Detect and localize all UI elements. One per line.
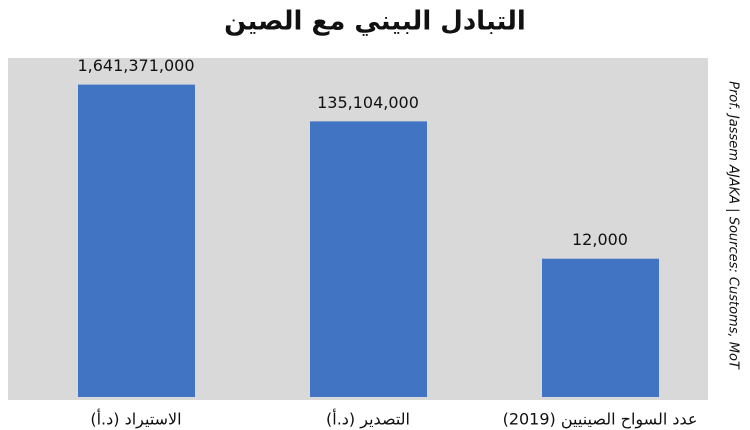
value-label: 12,000 — [572, 230, 628, 249]
bar — [78, 84, 195, 397]
bar — [542, 258, 659, 397]
value-label: 135,104,000 — [317, 93, 419, 112]
x-tick-label: الاستيراد (د.أ) — [90, 409, 181, 430]
bar — [310, 121, 427, 397]
chart-title: التبادل البيني مع الصين — [224, 7, 526, 37]
x-tick-label: التصدير (د.أ) — [326, 409, 410, 430]
x-tick-label: عدد السواح الصينيين (2019) — [503, 410, 698, 430]
source-note: Prof. Jassem AJAKA | Sources: Customs, M… — [726, 81, 741, 370]
value-label: 1,641,371,000 — [77, 56, 194, 75]
